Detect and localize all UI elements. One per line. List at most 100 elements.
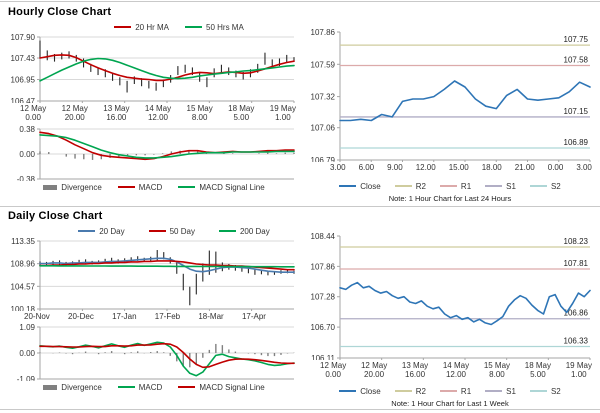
legend-item-divergence: Divergence bbox=[43, 182, 102, 192]
legend-label-divergence: Divergence bbox=[61, 182, 102, 192]
x-tick-label: 3.00 bbox=[330, 163, 346, 172]
x-tick-label: 9.00 bbox=[387, 163, 403, 172]
series-50 Hrs MA bbox=[39, 57, 295, 82]
legend-label-20day: 20 Day bbox=[99, 226, 125, 236]
legend-item-20hr-ma: 20 Hr MA bbox=[114, 23, 169, 32]
y-tick-label: 107.90 bbox=[11, 33, 36, 42]
legend-label-macd-signal: MACD Signal Line bbox=[199, 382, 265, 392]
y-tick-label: 106.70 bbox=[311, 323, 336, 332]
y-tick-label: 106.95 bbox=[11, 76, 36, 85]
pivot-label-R1: 107.58 bbox=[564, 55, 589, 64]
x-tick-label: 6.00 bbox=[358, 163, 375, 172]
hourly-close-x-axis: 12 May 0.00 12 May 20.00 13 May 16.00 14 Ma… bbox=[20, 104, 296, 122]
y-tick-label: -1.09 bbox=[17, 375, 36, 381]
x-tick-label: 18-Mar bbox=[198, 312, 224, 321]
y-tick-label: 106.11 bbox=[311, 354, 335, 360]
legend-item-20day: 20 Day bbox=[78, 226, 125, 236]
legend-label-r1: R1 bbox=[460, 386, 472, 396]
legend-label-macd: MACD bbox=[138, 382, 163, 392]
x-tick-label: 12 May 0.00 bbox=[320, 361, 347, 379]
hourly-24h-chart: 107.86 107.59 107.32 107.06 106.79 107.75 107.… bbox=[311, 28, 591, 162]
x-tick-label: 18 May 5.00 bbox=[228, 104, 255, 122]
y-tick-label: 107.59 bbox=[311, 60, 336, 69]
legend-weekly-1h: Close R2 R1 S1 S2 bbox=[306, 385, 594, 397]
r1-swatch bbox=[439, 390, 457, 392]
x-tick-label: 18.00 bbox=[481, 163, 502, 172]
legend-item-50hr-ma: 50 Hrs MA bbox=[185, 23, 244, 32]
legend-item-macd-signal: MACD Signal Line bbox=[178, 182, 265, 192]
x-tick-label: 17-Feb bbox=[154, 312, 181, 321]
daily-macd-chart: 1.09 0.00 -1.09 bbox=[17, 323, 295, 381]
middle-divider bbox=[0, 206, 600, 207]
x-tick-label: 19 May 1.00 bbox=[565, 361, 592, 379]
hourly-24h-panel: 107.86 107.59 107.32 107.06 106.79 107.75 107.… bbox=[306, 6, 594, 203]
series-20 Hr MA bbox=[39, 54, 295, 82]
legend-item-r1: R1 bbox=[439, 386, 472, 396]
hourly-close-panel: Hourly Close Chart 20 Hr MA 50 Hrs MA 10… bbox=[6, 6, 302, 193]
legend-hourly-24h: Close R2 R1 S1 S2 bbox=[306, 180, 594, 192]
legend-label-macd: MACD bbox=[138, 182, 163, 192]
y-tick-label: 1.09 bbox=[19, 323, 35, 332]
note-hourly-24h: Note: 1 Hour Chart for Last 24 Hours bbox=[388, 194, 512, 203]
20hr-ma-swatch bbox=[114, 26, 132, 28]
50day-swatch bbox=[148, 230, 166, 232]
y-tick-label: 107.28 bbox=[311, 293, 336, 302]
legend-label-macd-signal: MACD Signal Line bbox=[199, 182, 265, 192]
x-tick-label: 15 May 8.00 bbox=[186, 104, 213, 122]
y-tick-label: 106.79 bbox=[311, 156, 336, 162]
y-tick-label: 107.86 bbox=[311, 262, 336, 271]
legend-item-r1: R1 bbox=[439, 182, 471, 191]
pivot-label-S2: 106.33 bbox=[564, 336, 589, 345]
y-tick-label: 106.47 bbox=[11, 97, 36, 103]
legend-item-close: Close bbox=[339, 387, 381, 396]
legend-item-macd: MACD bbox=[117, 382, 163, 392]
legend-label-r2: R2 bbox=[415, 386, 426, 396]
legend-label-close: Close bbox=[360, 181, 381, 191]
legend-item-s1: S1 bbox=[485, 387, 516, 396]
legend-item-200day: 200 Day bbox=[218, 226, 270, 236]
legend-label-r2: R2 bbox=[415, 181, 426, 191]
50hr-ma-swatch bbox=[185, 26, 202, 28]
legend-label-s1: S1 bbox=[506, 181, 516, 191]
y-tick-label: 108.44 bbox=[311, 232, 336, 241]
y-tick-label: 107.06 bbox=[311, 124, 336, 133]
series-MACD bbox=[39, 341, 295, 377]
x-tick-label: 13 May 16.00 bbox=[401, 361, 429, 379]
legend-label-s2: S2 bbox=[550, 386, 561, 396]
weekly-1h-chart: 108.44 107.86 107.28 106.70 106.11 108.23 107.… bbox=[311, 232, 591, 360]
hourly-close-chart: 107.90 107.43 106.95 106.47 bbox=[11, 33, 295, 103]
section-title-daily: Daily Close Chart bbox=[8, 210, 103, 222]
legend-item-close: Close bbox=[339, 181, 381, 191]
x-tick-label: 14 May 12.00 bbox=[442, 361, 470, 379]
legend-item-divergence: Divergence bbox=[43, 382, 102, 392]
legend-daily-ma: 20 Day 50 Day 200 Day bbox=[46, 225, 302, 237]
x-tick-label: 12 May 20.00 bbox=[360, 361, 388, 379]
macd-swatch bbox=[117, 386, 135, 388]
daily-close-chart: 113.35 108.96 104.57 100.18 bbox=[11, 237, 295, 311]
note-weekly-1h: Note: 1 Hour Chart for Last 1 Week bbox=[391, 399, 509, 408]
legend-label-divergence: Divergence bbox=[61, 382, 102, 392]
legend-hourly-ma: 20 Hr MA 50 Hrs MA bbox=[56, 21, 302, 33]
legend-item-r2: R2 bbox=[394, 181, 426, 191]
x-tick-label: 17-Apr bbox=[241, 312, 266, 321]
x-tick-label: 18 May 5.00 bbox=[524, 361, 551, 379]
pivot-label-S1: 106.86 bbox=[564, 309, 589, 318]
divergence-swatch bbox=[43, 184, 58, 190]
series-Close bbox=[339, 80, 591, 122]
s2-swatch bbox=[529, 185, 547, 187]
weekly-1h-x-axis: 12 May 0.00 12 May 20.00 13 May 16.00 14 Ma… bbox=[320, 361, 592, 379]
legend-label-200day: 200 Day bbox=[239, 226, 270, 236]
legend-label-20hr-ma: 20 Hr MA bbox=[135, 22, 169, 32]
top-divider bbox=[0, 1, 600, 2]
legend-hourly-macd: Divergence MACD MACD Signal Line bbox=[6, 181, 302, 193]
weekly-1h-panel: 108.44 107.86 107.28 106.70 106.11 108.23 107.… bbox=[306, 210, 594, 408]
pivot-label-R1: 107.81 bbox=[564, 259, 589, 268]
legend-label-s2: S2 bbox=[550, 181, 561, 191]
r2-swatch bbox=[394, 185, 412, 187]
x-tick-label: 12.00 bbox=[415, 163, 436, 172]
x-tick-label: 15.00 bbox=[448, 163, 469, 172]
close-swatch bbox=[339, 185, 357, 187]
bottom-divider bbox=[0, 409, 600, 410]
y-tick-label: 0.00 bbox=[19, 349, 35, 358]
x-tick-label: 14 May 12.00 bbox=[144, 104, 172, 122]
